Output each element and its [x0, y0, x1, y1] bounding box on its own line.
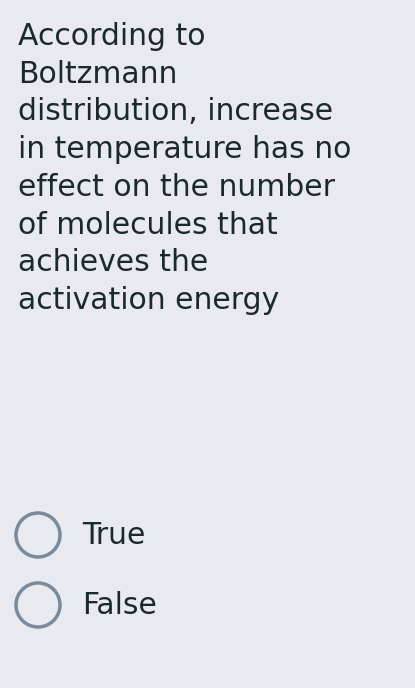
Text: True: True — [82, 521, 145, 550]
Text: According to
Boltzmann
distribution, increase
in temperature has no
effect on th: According to Boltzmann distribution, inc… — [18, 22, 352, 315]
Text: False: False — [82, 590, 157, 619]
